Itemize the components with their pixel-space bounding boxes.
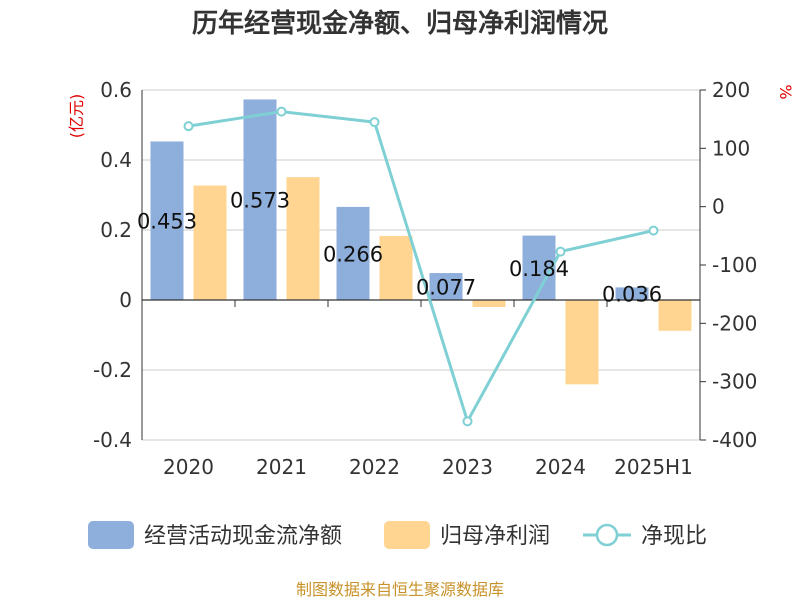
right-tick-label: 100 bbox=[712, 136, 750, 160]
right-tick-label: -200 bbox=[712, 311, 757, 335]
axes: 0.6 0.4 0.2 0 -0.2 -0.4 200 100 0 -100 -200 -300 -40… bbox=[93, 78, 757, 479]
right-tick-label: 0 bbox=[712, 195, 725, 219]
x-tick-label: 2022 bbox=[349, 455, 400, 479]
line-point bbox=[648, 225, 659, 236]
source-note: 制图数据来自恒生聚源数据库 bbox=[296, 580, 504, 599]
left-tick-label: 0 bbox=[119, 288, 132, 312]
bar-cashflow bbox=[150, 141, 184, 300]
right-axis-unit: % bbox=[776, 84, 795, 99]
bar-data-label: 0.184 bbox=[509, 257, 569, 281]
left-tick-label: 0.2 bbox=[100, 218, 132, 242]
legend-label: 净现比 bbox=[641, 524, 707, 549]
legend-label: 经营活动现金流净额 bbox=[144, 524, 342, 549]
bar-cashflow bbox=[243, 99, 277, 300]
bar-netprofit bbox=[286, 177, 320, 300]
left-tick-label: 0.6 bbox=[100, 78, 132, 102]
legend-swatch bbox=[384, 521, 430, 549]
line-point bbox=[276, 106, 287, 117]
legend-label: 归母净利润 bbox=[440, 524, 550, 549]
x-tick-label: 2021 bbox=[256, 455, 307, 479]
legend: 经营活动现金流净额 归母净利润 净现比 bbox=[88, 521, 707, 549]
left-tick-label: -0.4 bbox=[93, 428, 132, 452]
bar-marks bbox=[150, 99, 692, 385]
legend-swatch bbox=[88, 521, 134, 549]
bar-data-label: 0.573 bbox=[230, 189, 290, 213]
legend-marker bbox=[595, 523, 619, 547]
line-point bbox=[369, 117, 380, 128]
right-tick-label: -400 bbox=[712, 428, 757, 452]
bar-netprofit bbox=[565, 300, 599, 385]
right-tick-label: -100 bbox=[712, 253, 757, 277]
line-point bbox=[462, 416, 473, 427]
x-tick-label: 2024 bbox=[535, 455, 586, 479]
bar-data-label: 0.453 bbox=[137, 210, 197, 234]
line-point bbox=[555, 246, 566, 257]
grid-lines bbox=[142, 89, 700, 441]
left-tick-label: 0.4 bbox=[100, 148, 132, 172]
bar-cashflow bbox=[336, 206, 370, 300]
bar-cashflow bbox=[429, 273, 463, 300]
bar-netprofit bbox=[193, 185, 227, 300]
bar-data-label: 0.077 bbox=[416, 276, 476, 300]
bar-netprofit bbox=[658, 300, 692, 331]
bar-data-label: 0.036 bbox=[602, 283, 662, 307]
data-labels: 0.453 0.573 0.266 0.077 0.184 0.036 bbox=[137, 189, 662, 307]
bar-cashflow bbox=[615, 287, 649, 300]
bar-netprofit bbox=[472, 300, 506, 307]
x-tick-label: 2023 bbox=[442, 455, 493, 479]
bar-data-label: 0.266 bbox=[323, 242, 383, 266]
left-axis-unit: (亿元) bbox=[67, 94, 86, 139]
left-tick-label: -0.2 bbox=[93, 358, 132, 382]
bar-netprofit bbox=[379, 235, 413, 300]
x-tick-label: 2020 bbox=[163, 455, 214, 479]
line-ratio bbox=[188, 110, 654, 426]
line-point bbox=[183, 121, 194, 132]
right-tick-label: -300 bbox=[712, 370, 757, 394]
right-tick-label: 200 bbox=[712, 78, 750, 102]
line-series bbox=[183, 106, 659, 427]
chart-title: 历年经营现金净额、归母净利润情况 bbox=[192, 8, 608, 39]
x-tick-label: 2025H1 bbox=[614, 455, 693, 479]
